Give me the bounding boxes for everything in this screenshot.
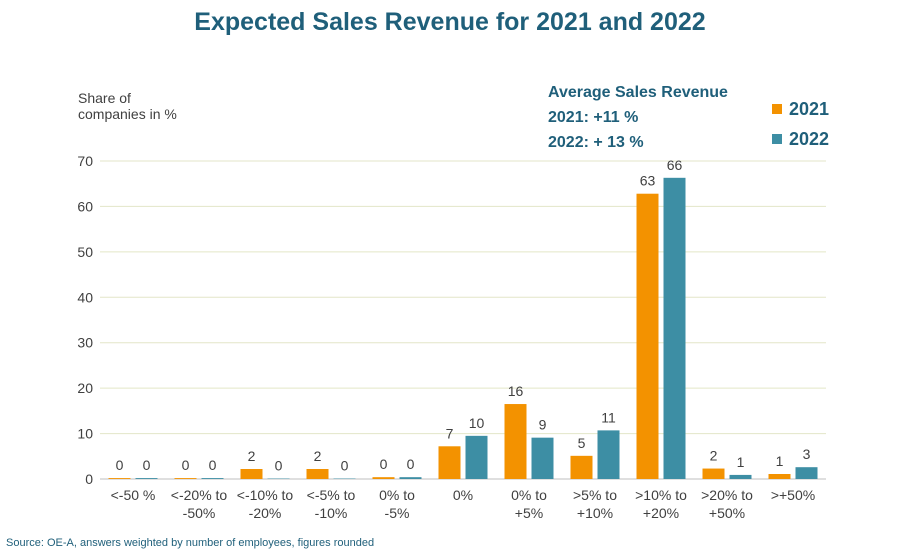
legend-swatch-2022 [772,134,782,144]
bar-2021-5 [438,446,461,479]
data-label-2021-7: 5 [578,435,586,451]
x-tick-label-6-line-0: 0% to [511,487,547,503]
data-label-2022-4: 0 [407,456,415,472]
data-label-2021-1: 0 [182,457,190,473]
x-tick-label-8-line-0: >10% to [635,487,687,503]
y-axis-label: Share of companies in % [78,90,218,122]
data-label-2022-2: 0 [275,458,283,474]
data-label-2021-0: 0 [116,457,124,473]
legend-label-2021: 2021 [789,98,830,119]
bar-2021-6 [504,404,527,479]
data-label-2022-5: 10 [469,415,485,431]
data-label-2021-5: 7 [446,425,454,441]
y-tick-label-10: 10 [77,426,93,442]
bar-2022-10 [795,467,818,479]
x-tick-label-2-line-0: <-10% to [237,487,294,503]
y-tick-label-20: 20 [77,380,93,396]
bar-2022-0 [135,478,158,479]
data-label-2022-3: 0 [341,458,349,474]
x-tick-label-5-line-0: 0% [453,487,473,503]
legend-swatch-2021 [772,104,782,114]
bar-2022-8 [663,177,686,479]
bar-2022-6 [531,437,554,479]
bar-2022-4 [399,477,422,479]
legend-item-2022: 2022 [772,124,829,154]
bar-2021-10 [768,474,791,479]
x-tick-label-9-line-1: +50% [709,505,745,521]
data-label-2021-9: 2 [710,448,718,464]
x-tick-label-3-line-1: -10% [315,505,348,521]
x-tick-label-8-line-1: +20% [643,505,679,521]
bar-2022-5 [465,435,488,479]
data-label-2021-4: 0 [380,456,388,472]
data-label-2022-1: 0 [209,457,217,473]
data-label-2021-6: 16 [508,383,524,399]
y-tick-label-70: 70 [77,153,93,169]
data-label-2021-10: 1 [776,453,784,469]
data-label-2022-7: 11 [601,409,616,425]
x-tick-label-2-line-1: -20% [249,505,282,521]
data-label-2022-6: 9 [539,417,547,433]
data-label-2022-9: 1 [737,454,745,470]
bar-2021-7 [570,455,593,479]
chart-title: Expected Sales Revenue for 2021 and 2022 [194,8,706,36]
bar-2022-7 [597,430,620,479]
x-tick-label-10-line-0: >+50% [771,487,815,503]
x-tick-label-4-line-1: -5% [385,505,410,521]
x-tick-label-4-line-0: 0% to [379,487,415,503]
average-revenue-2022: 2022: + 13 % [548,134,644,151]
average-revenue-2021: 2021: +11 % [548,109,639,126]
data-label-2022-0: 0 [143,457,151,473]
data-label-2022-10: 3 [803,446,811,462]
x-tick-label-0-line-0: <-50 % [111,487,156,503]
legend-item-2021: 2021 [772,94,829,124]
x-tick-label-3-line-0: <-5% to [307,487,356,503]
y-tick-label-0: 0 [85,471,93,487]
y-axis-label-line-1: Share of [78,90,131,106]
y-axis-label-line-2: companies in % [78,106,177,122]
bar-2022-9 [729,474,752,479]
y-tick-label-50: 50 [77,244,93,260]
x-tick-label-1-line-0: <-20% to [171,487,228,503]
x-tick-label-6-line-1: +5% [515,505,543,521]
legend: 2021 2022 [772,94,829,154]
bar-2021-0 [108,478,131,479]
average-revenue-heading: Average Sales Revenue [548,84,728,101]
average-revenue-annotation: Average Sales Revenue 2021: +11 % 2022: … [548,80,728,155]
y-tick-label-40: 40 [77,289,93,305]
data-label-2021-8: 63 [640,173,656,189]
data-label-2022-8: 66 [667,157,683,173]
x-tick-label-7-line-1: +10% [577,505,613,521]
bar-2021-9 [702,468,725,479]
y-tick-label-30: 30 [77,335,93,351]
legend-label-2022: 2022 [789,128,830,149]
x-tick-label-9-line-0: >20% to [701,487,753,503]
bar-2021-8 [636,193,659,480]
bar-2021-4 [372,477,395,479]
bar-2021-3 [306,469,329,479]
bar-2021-1 [174,478,197,479]
bar-2022-1 [201,478,224,479]
y-tick-label-60: 60 [77,198,93,214]
bar-2021-2 [240,469,263,479]
data-label-2021-3: 2 [314,448,322,464]
source-note: Source: OE-A, answers weighted by number… [6,537,375,549]
x-tick-label-1-line-1: -50% [183,505,216,521]
data-label-2021-2: 2 [248,448,256,464]
x-tick-label-7-line-0: >5% to [573,487,617,503]
